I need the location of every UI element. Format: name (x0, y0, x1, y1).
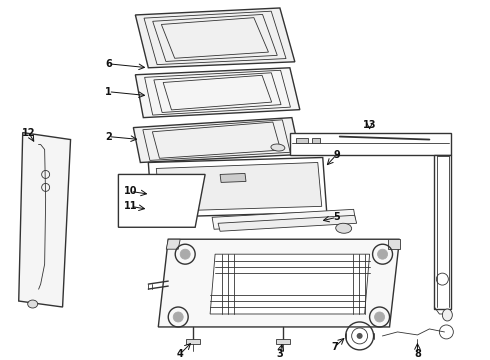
Text: 5: 5 (333, 212, 340, 222)
Polygon shape (133, 118, 300, 162)
Circle shape (357, 333, 363, 339)
Text: 13: 13 (363, 120, 376, 130)
Text: 6: 6 (105, 59, 112, 69)
Polygon shape (218, 215, 357, 231)
Text: 9: 9 (333, 149, 340, 159)
Text: 8: 8 (414, 349, 421, 359)
Polygon shape (435, 154, 451, 309)
Polygon shape (220, 174, 246, 183)
Circle shape (173, 312, 183, 322)
Polygon shape (135, 8, 295, 68)
Polygon shape (296, 138, 308, 143)
Polygon shape (312, 138, 320, 143)
Polygon shape (212, 209, 356, 229)
Text: 7: 7 (331, 342, 338, 352)
Text: 12: 12 (22, 127, 35, 138)
Polygon shape (158, 239, 399, 327)
Polygon shape (210, 254, 369, 314)
Text: 2: 2 (105, 131, 112, 141)
Polygon shape (156, 162, 322, 211)
Text: 4: 4 (177, 349, 184, 359)
Polygon shape (148, 157, 327, 217)
Circle shape (180, 249, 190, 259)
Ellipse shape (442, 309, 452, 321)
Polygon shape (186, 339, 200, 344)
Text: 10: 10 (123, 186, 137, 197)
Polygon shape (276, 339, 290, 344)
Ellipse shape (336, 223, 352, 233)
Text: 3: 3 (276, 349, 283, 359)
Circle shape (374, 312, 385, 322)
Polygon shape (135, 68, 300, 118)
Text: 1: 1 (105, 87, 112, 97)
Polygon shape (19, 132, 71, 307)
Circle shape (378, 249, 388, 259)
Polygon shape (388, 239, 399, 249)
Ellipse shape (271, 144, 285, 151)
Polygon shape (290, 132, 451, 154)
Text: 11: 11 (123, 201, 137, 211)
Ellipse shape (28, 300, 38, 308)
Polygon shape (119, 175, 205, 227)
Polygon shape (166, 239, 180, 249)
